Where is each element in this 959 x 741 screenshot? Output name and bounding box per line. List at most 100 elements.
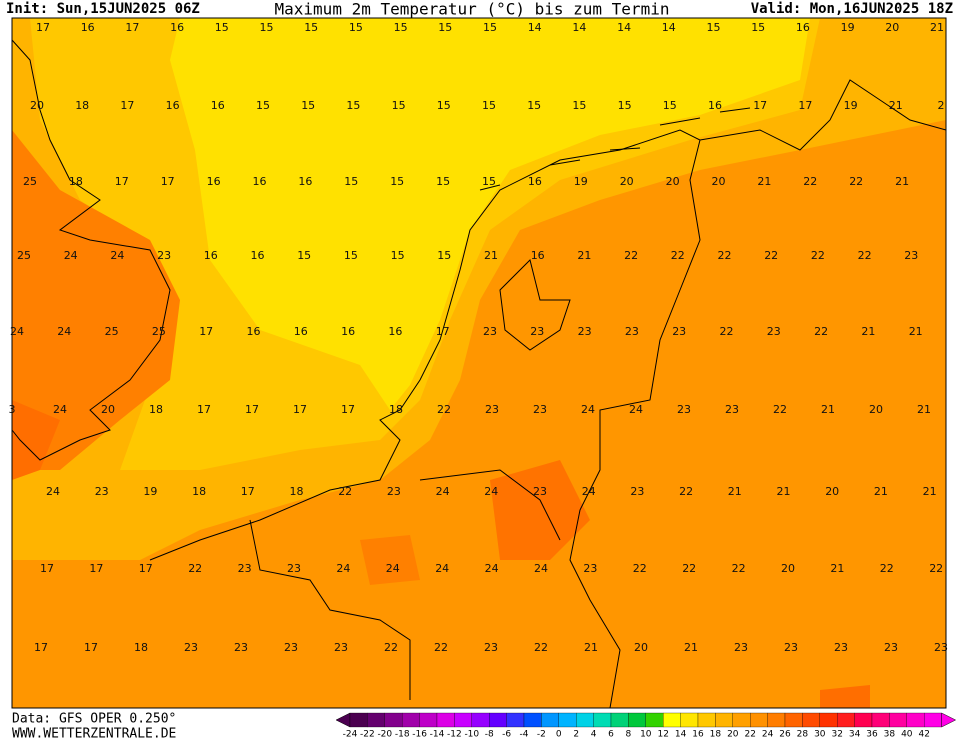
temperature-value: 20 (869, 403, 883, 416)
borders (249, 469, 561, 700)
temperature-value: 23 (234, 641, 248, 654)
temperature-value: 17 (753, 99, 767, 112)
temperature-value: 16 (251, 249, 265, 262)
colorbar-label: 20 (727, 730, 739, 740)
temperature-value: 15 (349, 21, 363, 34)
temperature-value: 22 (764, 249, 778, 262)
temperature-value: 24 (436, 485, 450, 498)
colorbar-label: -16 (412, 730, 427, 740)
temperature-value: 23 (530, 325, 544, 338)
colorbar-swatch (784, 712, 803, 728)
colorbar-swatch (819, 712, 838, 728)
temperature-value: 15 (751, 21, 765, 34)
colorbar-label: 26 (779, 730, 791, 740)
colorbar-swatch (436, 712, 455, 728)
colorbar-swatch (576, 712, 594, 728)
init-label: Init: Sun,15JUN2025 06Z (6, 1, 200, 17)
colorbar-arrow-right (941, 712, 957, 728)
temperature-value: 16 (247, 325, 261, 338)
coast-england (11, 39, 171, 461)
temperature-value: 15 (482, 99, 496, 112)
temperature-value: 22 (671, 249, 685, 262)
temperature-value: 20 (781, 562, 795, 575)
colorbar-label: 14 (675, 730, 687, 740)
temperature-value: 22 (679, 485, 693, 498)
temperature-value: 19 (143, 485, 157, 498)
temperature-value: 15 (344, 249, 358, 262)
temperature-value: 24 (10, 325, 24, 338)
temperature-value: 17 (798, 99, 812, 112)
temperature-value: 17 (241, 485, 255, 498)
temperature-value: 23 (95, 485, 109, 498)
temperature-value: 15 (391, 249, 405, 262)
colorbar-label: 8 (626, 730, 632, 740)
temperature-value: 23 (485, 403, 499, 416)
temperature-value: 18 (290, 485, 304, 498)
temperature-value: 15 (437, 99, 451, 112)
colorbar-swatch (889, 712, 907, 728)
colorbar-swatch (924, 712, 942, 728)
temperature-value: 23 (583, 562, 597, 575)
fill-24-south (360, 535, 420, 585)
temperature-value: 15 (394, 21, 408, 34)
colorbar-swatch (750, 712, 768, 728)
colorbar-swatch (802, 712, 820, 728)
temperature-value: 21 (584, 641, 598, 654)
colorbar-swatch (419, 712, 438, 728)
temperature-value: 23 (533, 403, 547, 416)
temperature-value: 20 (101, 403, 115, 416)
colorbar-swatch (645, 712, 664, 728)
fill-24-west (12, 130, 180, 470)
temperature-value: 16 (531, 249, 545, 262)
temperature-value: 14 (617, 21, 631, 34)
colorbar-label: 34 (849, 730, 861, 740)
temperature-value: 23 (238, 562, 252, 575)
colorbar-swatch (506, 712, 525, 728)
temperature-value: 24 (57, 325, 71, 338)
temperature-value: 24 (64, 249, 78, 262)
temperature-value: 16 (796, 21, 810, 34)
temperature-value: 15 (572, 99, 586, 112)
temperature-value: 24 (629, 403, 643, 416)
temperature-value: 16 (341, 325, 355, 338)
colorbar-label: 30 (814, 730, 826, 740)
colorbar-label: -2 (537, 730, 546, 740)
colorbar-label: 24 (762, 730, 774, 740)
temperature-value: 22 (437, 403, 451, 416)
temperature-value: 21 (909, 325, 923, 338)
temperature-value: 20 (634, 641, 648, 654)
colorbar-swatch (593, 712, 612, 728)
temperature-value: 25 (152, 325, 166, 338)
temperature-value: 23 (672, 325, 686, 338)
temperature-value: 17 (161, 175, 175, 188)
temperature-value: 24 (435, 562, 449, 575)
temperature-value: 14 (662, 21, 676, 34)
coast-germany (699, 79, 947, 151)
colorbar-swatch (384, 712, 403, 728)
temperature-value: 15 (527, 99, 541, 112)
temperature-value: 17 (36, 21, 50, 34)
colorbar-swatch (628, 712, 646, 728)
temperature-value: 19 (574, 175, 588, 188)
temperature-value: 23 (734, 641, 748, 654)
temperature-value: 15 (344, 175, 358, 188)
temperature-value: 23 (184, 641, 198, 654)
temperature-value: 16 (166, 99, 180, 112)
temperature-value: 15 (438, 21, 452, 34)
temperature-value: 17 (84, 641, 98, 654)
temperature-value: 21 (684, 641, 698, 654)
temperature-value: 23 (483, 325, 497, 338)
colorbar-swatch (558, 712, 577, 728)
temperature-value: 23 (484, 641, 498, 654)
site-url: WWW.WETTERZENTRALE.DE (12, 727, 176, 741)
temperature-value: 25 (17, 249, 31, 262)
temperature-value: 21 (728, 485, 742, 498)
temperature-value: 23 (387, 485, 401, 498)
temperature-value: 22 (384, 641, 398, 654)
map-title: Maximum 2m Temperatur (°C) bis zum Termi… (275, 0, 670, 19)
colorbar-swatch (541, 712, 559, 728)
temperature-value: 23 (904, 249, 918, 262)
temperature-value: 23 (533, 485, 547, 498)
colorbar-swatch (523, 712, 542, 728)
temperature-value: 25 (105, 325, 119, 338)
